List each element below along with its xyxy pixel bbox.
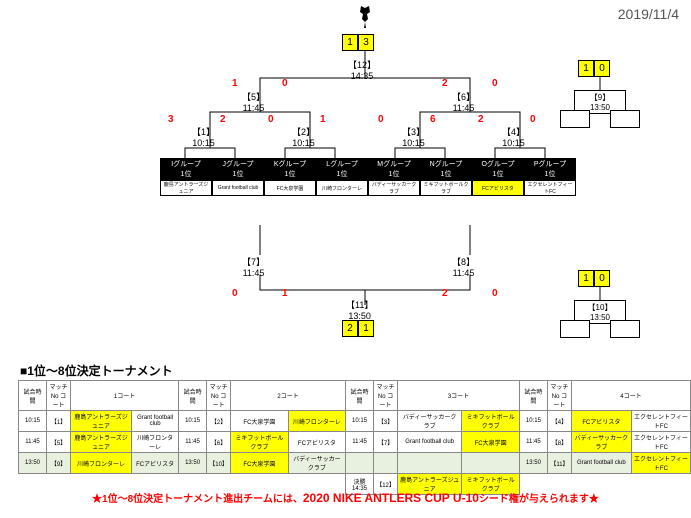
- group-col: Jグループ1位Grant football club: [212, 158, 264, 196]
- final-s1: 1: [342, 34, 358, 51]
- semi-l-s2: 0: [282, 78, 288, 89]
- tournament-bracket: 13 【12】14:35 1 0 【5】11:45 2 0 【6】11:45 3…: [0, 0, 691, 360]
- cons-f-s2: 1: [358, 320, 374, 337]
- match-table: 試合時間マッチNo コート1コート 試合時間マッチNo コート2コート 試合時間…: [18, 380, 691, 495]
- semi-l-label: 【5】11:45: [242, 90, 265, 113]
- qf4-label: 【4】10:15: [502, 125, 525, 148]
- third-scores: 10: [578, 60, 610, 77]
- seventh-s2: 0: [594, 270, 610, 287]
- seventh-s1: 1: [578, 270, 594, 287]
- final-scores: 13: [342, 34, 374, 51]
- group-col: Pグループ1位エクセレントフィートFC: [524, 158, 576, 196]
- qf3-s1: 0: [378, 114, 384, 125]
- footer-note: ★1位～8位決定トーナメント進出チームには、2020 NIKE ANTLERS …: [0, 490, 691, 505]
- qf2-label: 【2】10:15: [292, 125, 315, 148]
- qf3-s2: 6: [430, 114, 436, 125]
- group-col: Mグループ1位バディーサッカークラブ: [368, 158, 420, 196]
- table-row: 10:15【1】鹿島アントラーズジュニアGrant football club …: [19, 411, 691, 432]
- group-col: Iグループ1位鹿島アントラーズジュニア: [160, 158, 212, 196]
- qf4-s1: 2: [478, 114, 484, 125]
- cons-r-s2: 0: [492, 288, 498, 299]
- qf1-label: 【1】10:15: [192, 125, 215, 148]
- third-s2: 0: [594, 60, 610, 77]
- cons-l-label: 【7】11:45: [242, 255, 265, 278]
- final-s2: 3: [358, 34, 374, 51]
- table-header: 試合時間マッチNo コート1コート 試合時間マッチNo コート2コート 試合時間…: [19, 381, 691, 411]
- final-label: 【12】14:35: [348, 58, 376, 81]
- group-col: Lグループ1位川崎フロンターレ: [316, 158, 368, 196]
- qf2-s2: 1: [320, 114, 326, 125]
- cons-l-s2: 1: [282, 288, 288, 299]
- seventh-t2: [610, 320, 640, 338]
- seventh-scores: 10: [578, 270, 610, 287]
- semi-r-s2: 0: [492, 78, 498, 89]
- group-col: Oグループ1位FCアビリスタ: [472, 158, 524, 196]
- semi-r-s1: 2: [442, 78, 448, 89]
- cons-f-scores: 21: [342, 320, 374, 337]
- group-row: Iグループ1位鹿島アントラーズジュニア Jグループ1位Grant footbal…: [160, 158, 576, 196]
- third-s1: 1: [578, 60, 594, 77]
- table-row: 11:45【5】鹿島アントラーズジュニア川崎フロンターレ 11:45【6】ミキフ…: [19, 432, 691, 453]
- third-t1: [560, 110, 590, 128]
- qf1-s2: 2: [220, 114, 226, 125]
- qf3-label: 【3】10:15: [402, 125, 425, 148]
- qf1-s1: 3: [168, 114, 174, 125]
- qf4-s2: 0: [530, 114, 536, 125]
- third-t2: [610, 110, 640, 128]
- qf2-s1: 0: [268, 114, 274, 125]
- cons-l-s1: 0: [232, 288, 238, 299]
- table-row: 13:50【9】川崎フロンターレFCアビリスタ 13:50【10】FC大泉学園バ…: [19, 453, 691, 474]
- semi-r-label: 【6】11:45: [452, 90, 475, 113]
- subtitle: ■1位～8位決定トーナメント: [20, 362, 173, 379]
- semi-l-s1: 1: [232, 78, 238, 89]
- group-col: Nグループ1位ミキフットボールクラブ: [420, 158, 472, 196]
- cons-f-label: 【11】13:50: [346, 298, 373, 321]
- cons-f-s1: 2: [342, 320, 358, 337]
- group-col: Kグループ1位FC大泉学園: [264, 158, 316, 196]
- cons-r-label: 【8】11:45: [452, 255, 475, 278]
- cons-r-s1: 2: [442, 288, 448, 299]
- seventh-t1: [560, 320, 590, 338]
